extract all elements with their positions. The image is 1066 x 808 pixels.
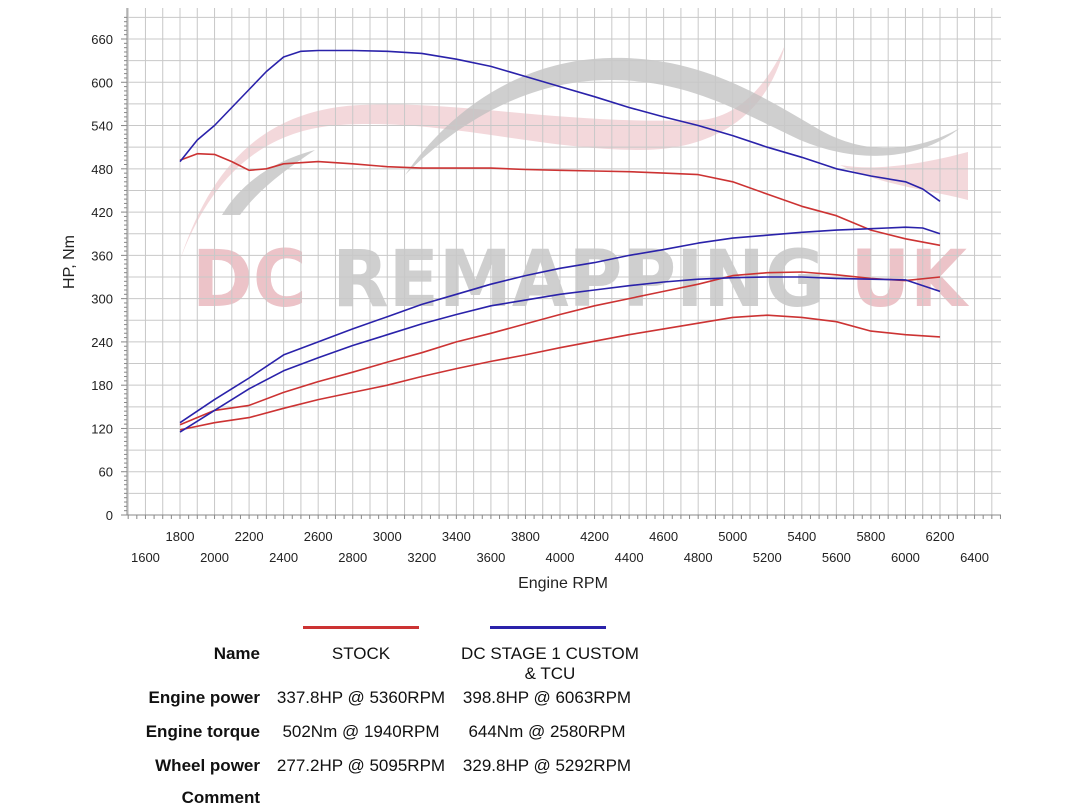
name-header-label: Name xyxy=(213,644,260,663)
engine-power-stage1: 398.8HP @ 6063RPM xyxy=(462,688,632,707)
x-axis-title: Engine RPM xyxy=(518,575,608,592)
row-label-comment: Comment xyxy=(181,788,260,807)
series-line-stage1-engine-power xyxy=(179,226,941,424)
watermark-text: DC REMAPPING UK xyxy=(192,235,969,325)
x-tick-label-upper: 5800 xyxy=(856,529,885,544)
x-tick-label-upper: 3000 xyxy=(373,529,402,544)
y-tick-label: 300 xyxy=(91,292,113,307)
chart-grid xyxy=(127,8,1001,516)
legend-name-stock: STOCK xyxy=(331,644,391,663)
y-tick-label: 180 xyxy=(91,378,113,393)
engine-torque-stock: 502Nm @ 1940RPM xyxy=(282,722,440,741)
x-tick-label-lower: 2800 xyxy=(338,550,367,565)
x-tick-label-upper: 4600 xyxy=(649,529,678,544)
wheel-power-stage1: 329.8HP @ 5292RPM xyxy=(462,756,632,775)
row-label-engine-torque: Engine torque xyxy=(145,722,260,741)
engine-torque-stage1: 644Nm @ 2580RPM xyxy=(468,722,626,741)
y-tick-label: 60 xyxy=(99,465,113,480)
x-tick-label-lower: 2400 xyxy=(269,550,298,565)
y-tick-label: 540 xyxy=(91,119,113,134)
y-tick-label: 660 xyxy=(91,32,113,47)
x-tick-label-upper: 2600 xyxy=(304,529,333,544)
watermark-logo: DC REMAPPING UK xyxy=(180,45,969,325)
x-tick-label-lower: 3600 xyxy=(476,550,505,565)
dyno-chart: DC REMAPPING UK 0 60 120 180 240 300 360 420 480… xyxy=(61,8,1001,592)
x-tick-label-lower: 2000 xyxy=(200,550,229,565)
legend-name-stage1-line2: & TCU xyxy=(524,664,576,683)
y-tick-label: 360 xyxy=(91,248,113,263)
x-tick-label-lower: 4000 xyxy=(546,550,575,565)
series-line-stage1-engine-torque xyxy=(179,49,941,202)
series-line-stock-engine-power xyxy=(179,271,941,426)
watermark-swoosh-red-right xyxy=(840,152,968,200)
x-tick-label-lower: 4400 xyxy=(615,550,644,565)
series-line-stock-wheel-power xyxy=(179,314,941,431)
x-tick-label-lower: 6000 xyxy=(891,550,920,565)
x-tick-label-upper: 3800 xyxy=(511,529,540,544)
series-line-stock-engine-torque xyxy=(179,152,941,247)
engine-power-stock: 337.8HP @ 5360RPM xyxy=(276,688,446,707)
x-tick-label-upper: 4200 xyxy=(580,529,609,544)
x-tick-label-upper: 2200 xyxy=(235,529,264,544)
axis-labels: 0 60 120 180 240 300 360 420 480 540 600 660 1800 220… xyxy=(61,32,989,592)
legend-name-stage1-line1: DC STAGE 1 CUSTOM xyxy=(461,644,639,663)
y-tick-label: 120 xyxy=(91,421,113,436)
x-tick-label-upper: 6200 xyxy=(926,529,955,544)
series-line-stage1-wheel-power xyxy=(179,276,941,433)
y-tick-label: 0 xyxy=(106,508,113,523)
series-layer xyxy=(179,49,941,433)
y-tick-label: 240 xyxy=(91,335,113,350)
x-tick-label-upper: 5000 xyxy=(718,529,747,544)
watermark-swoosh-grey xyxy=(405,57,960,175)
x-tick-label-upper: 5400 xyxy=(787,529,816,544)
wheel-power-stock: 277.2HP @ 5095RPM xyxy=(276,756,446,775)
x-tick-label-lower: 6400 xyxy=(960,550,989,565)
x-tick-label-lower: 5600 xyxy=(822,550,851,565)
x-tick-label-upper: 1800 xyxy=(166,529,195,544)
y-axis-title: HP, Nm xyxy=(61,235,78,289)
row-label-wheel-power: Wheel power xyxy=(155,756,260,775)
row-label-engine-power: Engine power xyxy=(148,688,260,707)
x-tick-label-lower: 5200 xyxy=(753,550,782,565)
legend-swatch-stock xyxy=(303,626,419,629)
x-tick-label-lower: 3200 xyxy=(407,550,436,565)
watermark-swoosh-grey-small xyxy=(222,150,315,215)
y-tick-label: 600 xyxy=(91,75,113,90)
chart-axes xyxy=(121,8,1001,519)
x-tick-label-lower: 1600 xyxy=(131,550,160,565)
x-tick-label-upper: 3400 xyxy=(442,529,471,544)
y-tick-label: 480 xyxy=(91,162,113,177)
y-tick-label: 420 xyxy=(91,205,113,220)
legend-swatch-stage1 xyxy=(490,626,606,629)
x-tick-label-lower: 4800 xyxy=(684,550,713,565)
